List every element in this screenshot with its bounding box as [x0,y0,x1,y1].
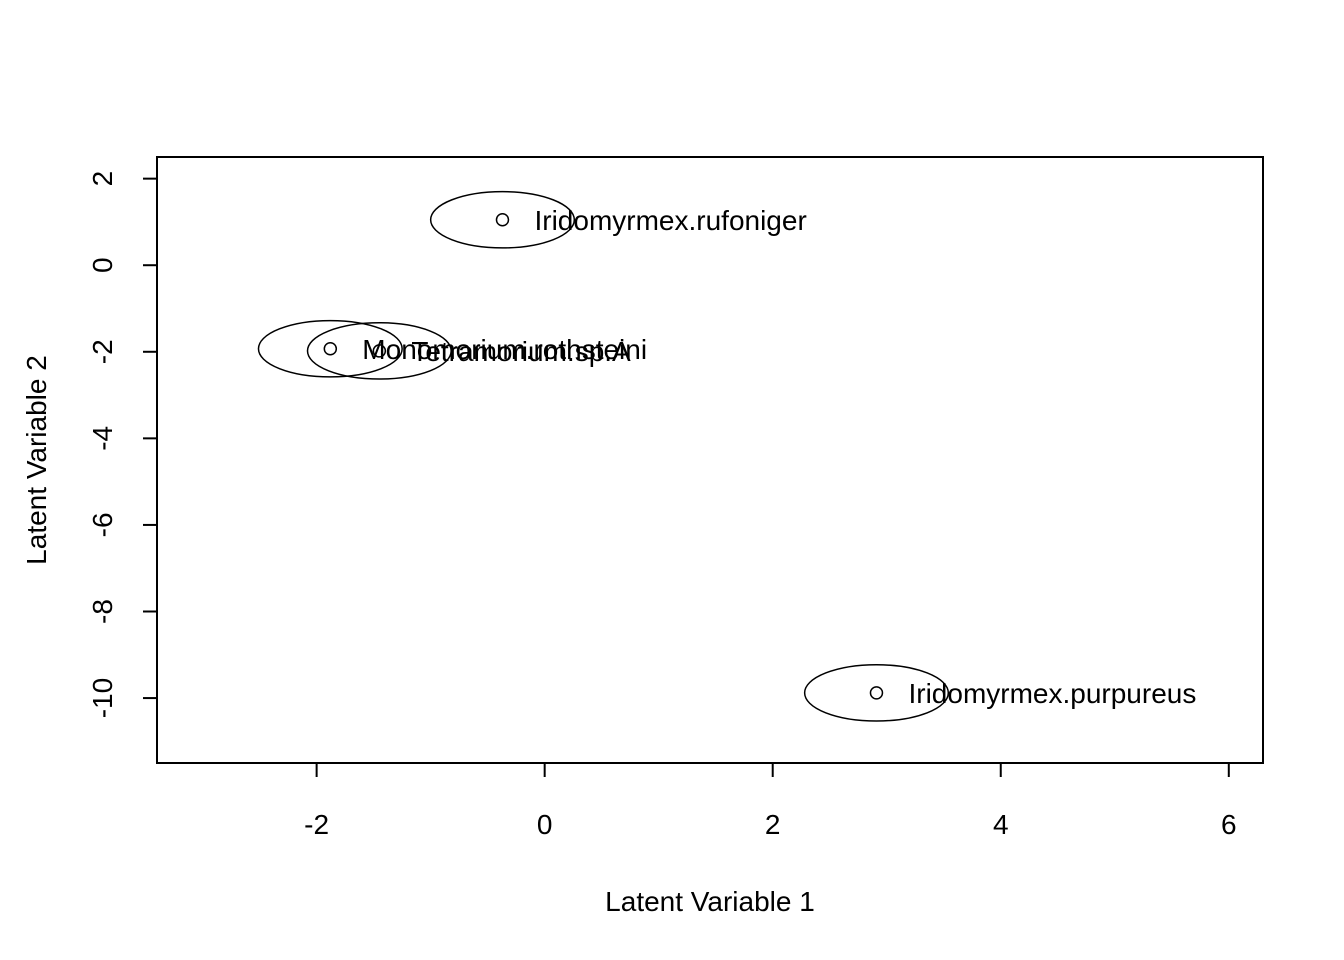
y-tick-label: -2 [87,339,118,364]
y-tick-label: 0 [87,257,118,273]
data-point [495,213,510,227]
x-tick-label: 6 [1221,809,1237,840]
uncertainty-ellipse [306,322,452,380]
point-label: Iridomyrmex.purpureus [908,678,1196,709]
uncertainty-ellipse [803,663,950,722]
uncertainty-ellipse [429,190,576,249]
x-tick-label: 4 [993,809,1009,840]
data-point [869,686,884,700]
uncertainty-ellipse [257,319,403,378]
y-tick-label: 2 [87,171,118,187]
x-tick-label: -2 [304,809,329,840]
y-axis-title: Latent Variable 2 [21,355,52,565]
y-tick-label: -10 [87,678,118,718]
plot-box [156,156,1264,764]
point-label: Monomorium.rothsteini [362,334,647,365]
x-axis: -2 0 2 4 6 [304,762,1237,840]
x-tick-label: 0 [537,809,553,840]
data-marks: Iridomyrmex.rufoniger Monomorium.rothstei… [257,190,1196,722]
point-label: Tetramorium.sp.A [411,336,631,367]
data-point [323,342,338,356]
data-point [372,344,387,358]
y-axis: 2 0 -2 -4 -6 -8 -10 [87,171,158,718]
y-tick-label: -8 [87,599,118,624]
y-tick-label: -4 [87,426,118,451]
point-label: Iridomyrmex.rufoniger [534,205,806,236]
y-tick-label: -6 [87,512,118,537]
x-axis-title: Latent Variable 1 [605,886,815,917]
x-tick-label: 2 [765,809,781,840]
